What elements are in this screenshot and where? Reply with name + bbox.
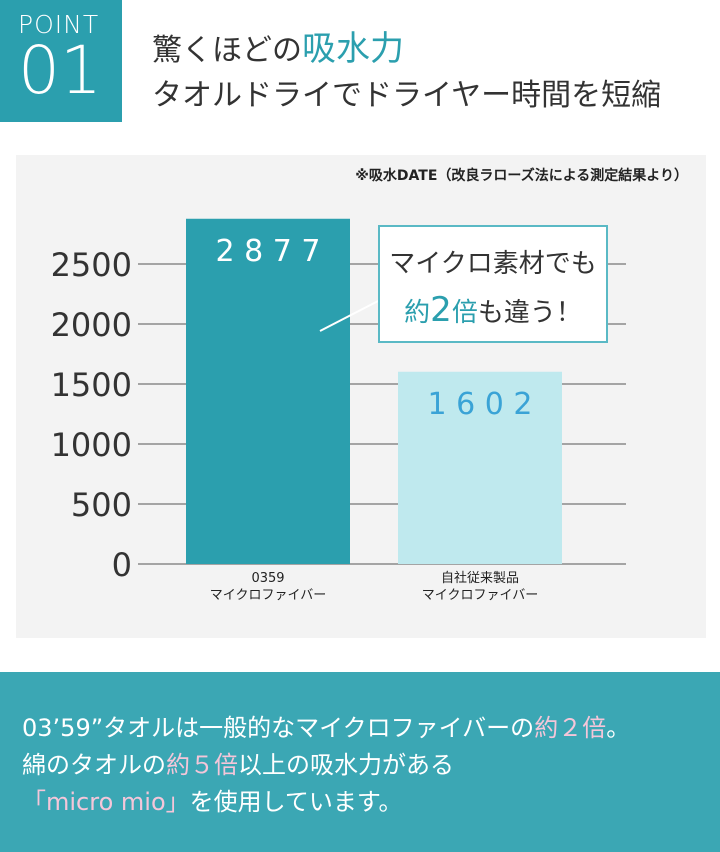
bottom-line2-c: 以上の吸水力がある	[238, 751, 454, 779]
data-label: 1 6 0 2	[428, 387, 533, 422]
bar	[186, 218, 350, 564]
bottom-line3-product: 「micro mio」	[22, 788, 190, 816]
y-tick-label: 1500	[51, 366, 132, 404]
callout-number: 2	[430, 290, 452, 330]
bottom-line2: 綿のタオルの約５倍以上の吸水力がある	[22, 747, 630, 784]
chart-panel: 0 500 1000 1500 2000 2500 2 8 7 7 0359 マイクロファイバー…	[16, 155, 706, 638]
heading: 驚くほどの吸水力 タオルドライでドライヤー時間を短縮	[152, 30, 661, 116]
point-number: 01	[18, 32, 102, 109]
bottom-line3: 「micro mio」を使用しています。	[22, 784, 630, 821]
category-label: 自社従来製品	[441, 570, 519, 586]
bottom-line1-a: 03’59”タオルは一般的なマイクロファイバーの	[22, 714, 535, 742]
heading-highlight: 吸水力	[302, 29, 404, 69]
y-tick-label: 1000	[51, 426, 132, 464]
point-label: POINT	[18, 10, 100, 39]
measurement-note: ※吸水DATE（改良ラローズ法による測定結果より）	[355, 168, 688, 184]
bottom-line2-a: 綿のタオルの	[22, 751, 166, 779]
heading-line1: 驚くほどの吸水力	[152, 30, 661, 70]
category-label: 0359	[251, 571, 284, 586]
heading-line2: タオルドライでドライヤー時間を短縮	[152, 78, 662, 113]
callout-pointer	[319, 297, 385, 332]
category-label: マイクロファイバー	[210, 588, 326, 603]
y-tick-label: 0	[112, 546, 132, 584]
callout-box: マイクロ素材でも 約2倍も違う！	[378, 225, 608, 343]
data-label: 2 8 7 7	[216, 234, 321, 269]
bottom-line1: 03’59”タオルは一般的なマイクロファイバーの約２倍。	[22, 710, 630, 747]
bottom-band: 03’59”タオルは一般的なマイクロファイバーの約２倍。 綿のタオルの約５倍以上…	[0, 672, 720, 852]
y-tick-label: 2000	[51, 306, 132, 344]
point-badge: POINT 01	[0, 0, 122, 122]
callout-pre: 約	[404, 298, 431, 328]
callout-line2: 約2倍も違う！	[380, 290, 606, 330]
bottom-line3-b: を使用しています。	[189, 788, 403, 816]
callout-unit: 倍	[451, 298, 478, 328]
bottom-line1-highlight: 約２倍	[534, 714, 607, 742]
y-tick-label: 500	[71, 486, 132, 524]
y-tick-label: 2500	[51, 246, 132, 284]
heading-prefix: 驚くほどの	[152, 33, 302, 68]
callout-post: も違う！	[477, 298, 582, 328]
bar	[398, 371, 562, 564]
bottom-line1-c: 。	[606, 714, 631, 742]
callout-line1: マイクロ素材でも	[389, 249, 597, 279]
bottom-line2-highlight: 約５倍	[166, 751, 238, 779]
category-label: マイクロファイバー	[422, 588, 538, 603]
bottom-text: 03’59”タオルは一般的なマイクロファイバーの約２倍。 綿のタオルの約５倍以上…	[22, 710, 630, 821]
bar-chart: 0 500 1000 1500 2000 2500 2 8 7 7 0359 マイクロファイバー…	[51, 218, 626, 603]
